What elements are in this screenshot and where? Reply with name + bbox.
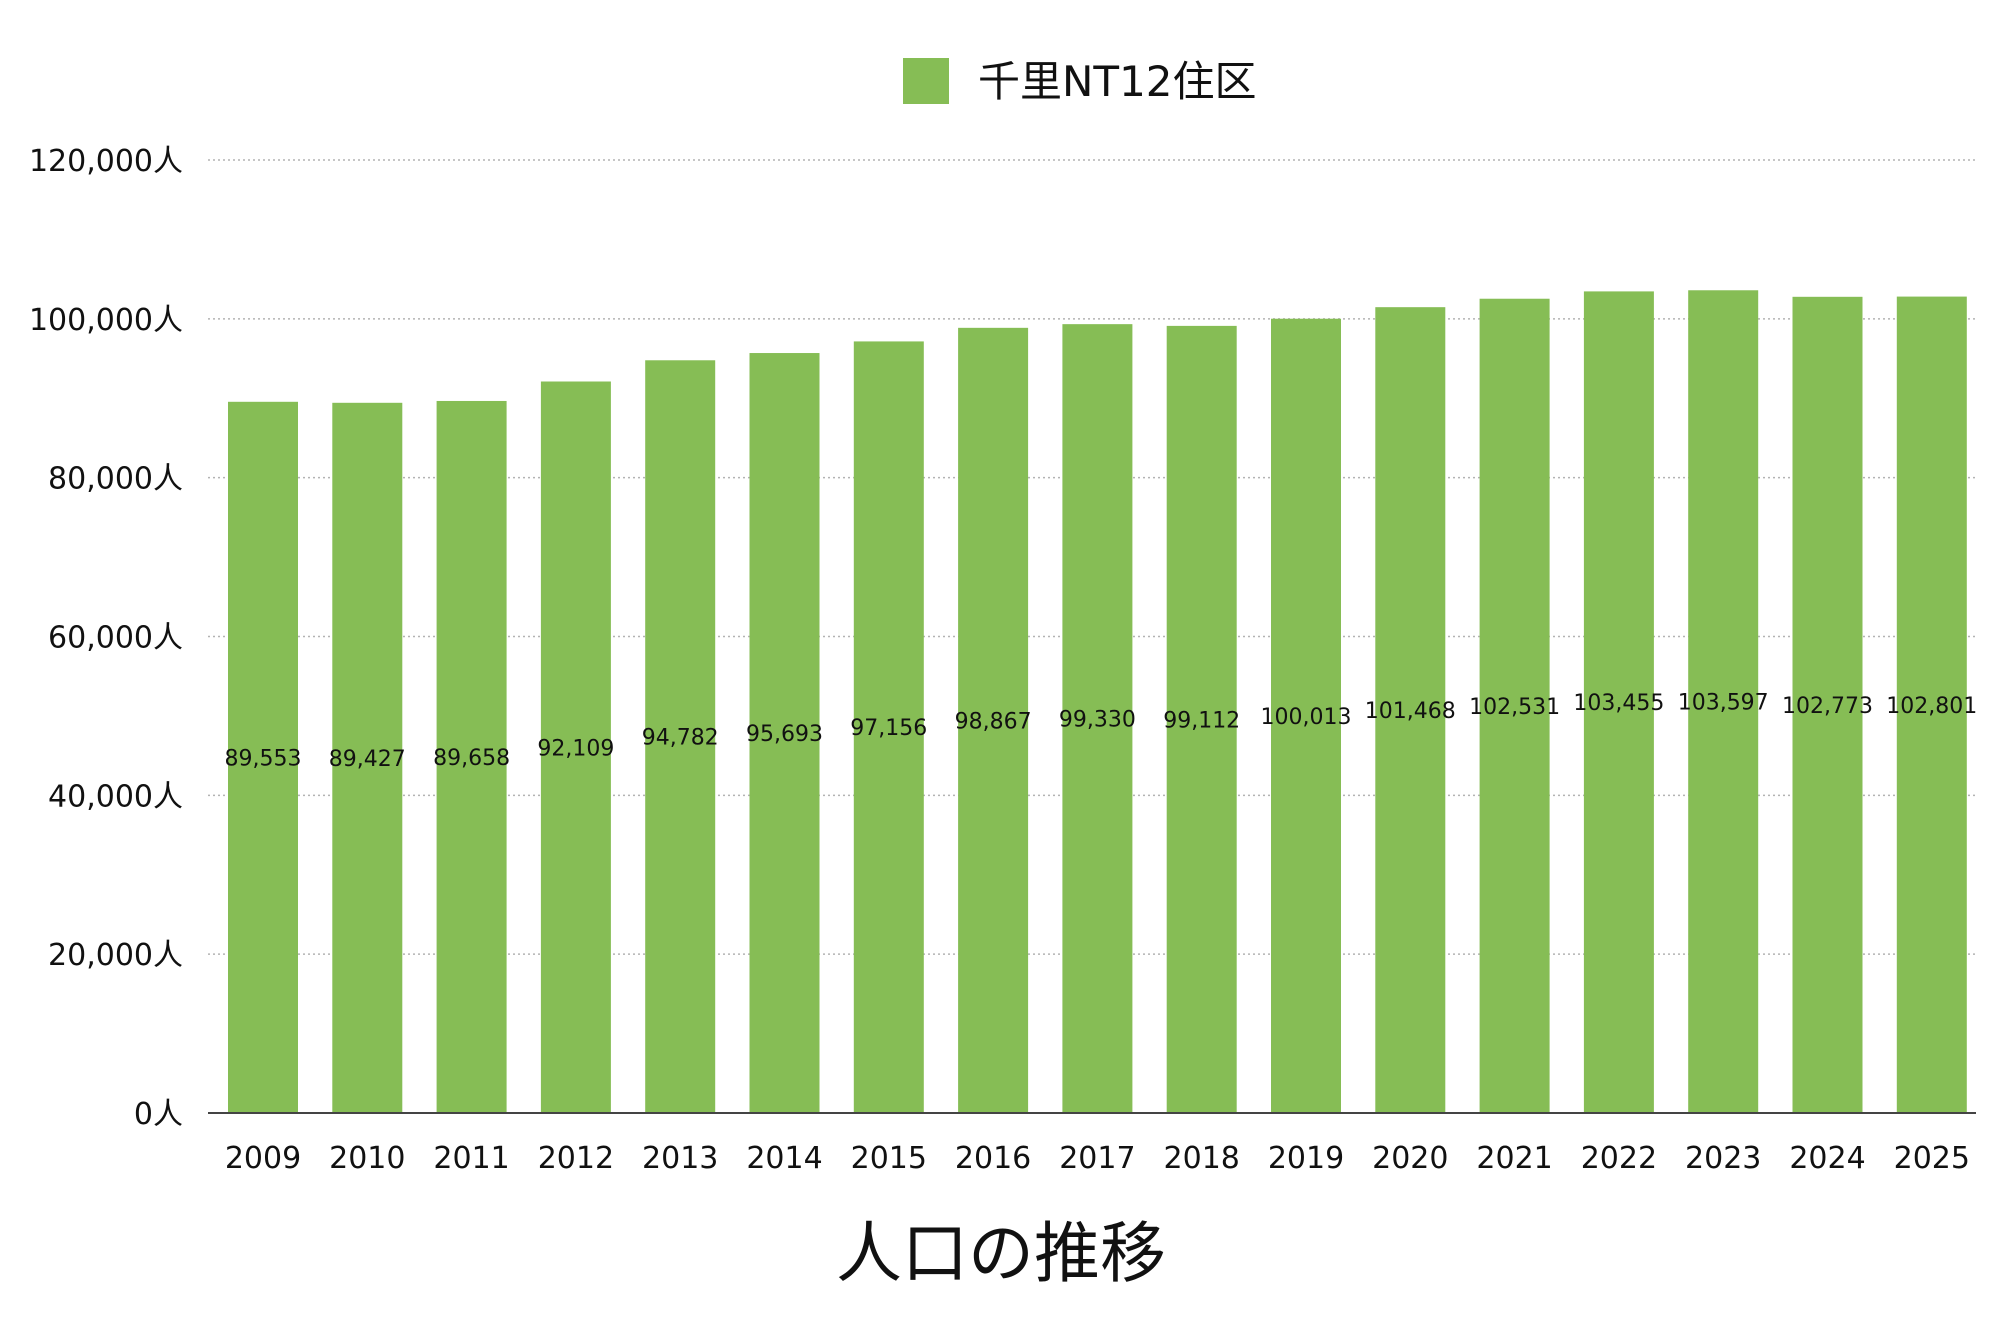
x-tick-label: 2019 — [1268, 1141, 1344, 1176]
data-label: 92,109 — [537, 736, 614, 761]
x-tick-label: 2023 — [1685, 1141, 1761, 1176]
bar — [1583, 291, 1654, 1113]
bars — [228, 290, 1967, 1114]
data-label: 94,782 — [642, 726, 719, 751]
bar — [1375, 307, 1446, 1114]
x-tick-label: 2018 — [1164, 1141, 1240, 1176]
x-axis-tick-labels: 2009 2010 2011 2012 2013 2014 2015 2016 2017 2018… — [225, 1141, 1970, 1176]
data-label: 98,867 — [955, 709, 1032, 734]
bar — [1792, 296, 1863, 1113]
bar — [228, 401, 298, 1113]
x-tick-label: 2015 — [851, 1141, 927, 1176]
x-tick-label: 2024 — [1789, 1141, 1865, 1176]
x-tick-label: 2011 — [433, 1141, 509, 1176]
y-tick-label: 80,000人 — [48, 462, 183, 497]
bar — [749, 353, 820, 1113]
x-tick-label: 2022 — [1581, 1141, 1657, 1176]
data-label: 89,553 — [225, 746, 302, 771]
y-tick-label: 120,000人 — [29, 144, 183, 179]
data-label: 99,112 — [1163, 708, 1240, 733]
data-label: 97,156 — [850, 716, 927, 741]
bar — [853, 341, 924, 1113]
data-label: 101,468 — [1365, 699, 1456, 724]
x-tick-label: 2020 — [1372, 1141, 1448, 1176]
x-tick-label: 2021 — [1476, 1141, 1552, 1176]
legend-swatch — [903, 58, 949, 104]
x-tick-label: 2017 — [1059, 1141, 1135, 1176]
data-label: 89,427 — [329, 747, 406, 772]
bar — [958, 327, 1029, 1113]
data-label: 103,455 — [1573, 691, 1664, 716]
y-tick-label: 0人 — [134, 1097, 183, 1132]
y-tick-label: 60,000人 — [48, 621, 183, 656]
y-tick-label: 100,000人 — [29, 303, 183, 338]
legend-label: 千里NT12住区 — [978, 57, 1257, 106]
x-tick-label: 2025 — [1894, 1141, 1970, 1176]
bar — [645, 360, 716, 1113]
x-tick-label: 2012 — [538, 1141, 614, 1176]
x-tick-label: 2013 — [642, 1141, 718, 1176]
data-labels: 89,553 89,427 89,658 92,109 94,782 95,693 97,1… — [225, 691, 1978, 772]
legend: 千里NT12住区 — [903, 57, 1257, 106]
bar — [1896, 296, 1967, 1113]
data-label: 99,330 — [1059, 708, 1136, 733]
y-tick-label: 40,000人 — [48, 779, 183, 814]
bar — [1062, 324, 1133, 1113]
y-axis-tick-labels: 0人 20,000人 40,000人 60,000人 80,000人 100,000人 12… — [29, 144, 183, 1132]
x-tick-label: 2009 — [225, 1141, 301, 1176]
x-tick-label: 2010 — [329, 1141, 405, 1176]
bar — [1479, 298, 1550, 1113]
data-label: 100,013 — [1261, 705, 1352, 730]
bar — [436, 400, 507, 1113]
bar — [332, 402, 403, 1114]
data-label: 102,773 — [1782, 694, 1873, 719]
y-tick-label: 20,000人 — [48, 938, 183, 973]
chart-title: 人口の推移 — [836, 1215, 1166, 1292]
data-label: 102,801 — [1886, 694, 1977, 719]
data-label: 103,597 — [1678, 691, 1769, 716]
data-label: 89,658 — [433, 746, 510, 771]
bar — [1166, 325, 1237, 1114]
bar — [1271, 318, 1341, 1113]
bar — [540, 381, 611, 1113]
data-label: 102,531 — [1469, 695, 1560, 720]
x-tick-label: 2016 — [955, 1141, 1031, 1176]
x-tick-label: 2014 — [746, 1141, 822, 1176]
data-label: 95,693 — [746, 722, 823, 747]
bar — [1688, 290, 1759, 1113]
